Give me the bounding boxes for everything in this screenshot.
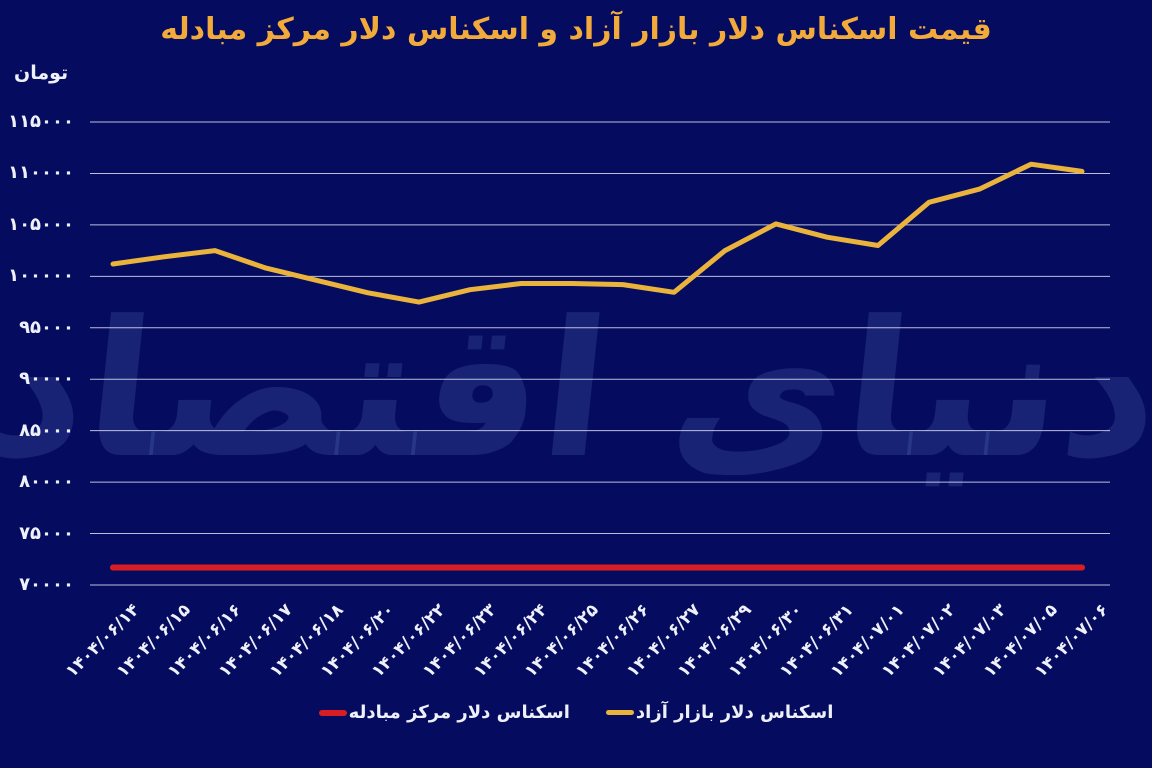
y-tick-label: ۷۵۰۰۰ <box>19 522 74 544</box>
y-tick-label: ۸۰۰۰۰ <box>19 471 74 493</box>
free-market-line-swatch-icon <box>605 710 634 715</box>
free-market-line <box>110 161 1085 305</box>
chart-legend: اسکناس دلار بازار آزاد اسکناس دلار مرکز … <box>0 702 1152 723</box>
legend-item-free-market: اسکناس دلار بازار آزاد <box>605 702 834 723</box>
legend-label-free-market: اسکناس دلار بازار آزاد <box>635 702 834 723</box>
y-tick-label: ۱۰۵۰۰۰ <box>8 213 74 235</box>
y-tick-label: ۱۱۰۰۰۰ <box>8 162 74 184</box>
y-tick-label: ۱۰۰۰۰۰ <box>8 265 74 287</box>
y-tick-label: ۱۱۵۰۰۰ <box>8 111 74 132</box>
y-tick-label: ۹۵۰۰۰ <box>19 316 74 338</box>
legend-item-exchange-center: اسکناس دلار مرکز مبادله <box>318 702 570 723</box>
y-tick-label: ۷۰۰۰۰ <box>19 574 74 595</box>
y-tick-label: ۸۵۰۰۰ <box>19 419 74 441</box>
y-axis-unit-label: تومان <box>14 62 69 84</box>
legend-label-exchange-center: اسکناس دلار مرکز مبادله <box>348 702 570 723</box>
y-tick-label: ۹۰۰۰۰ <box>19 368 74 390</box>
chart-title: قیمت اسکناس دلار بازار آزاد و اسکناس دلا… <box>160 12 992 47</box>
exchange-center-line-swatch-icon <box>318 709 347 716</box>
